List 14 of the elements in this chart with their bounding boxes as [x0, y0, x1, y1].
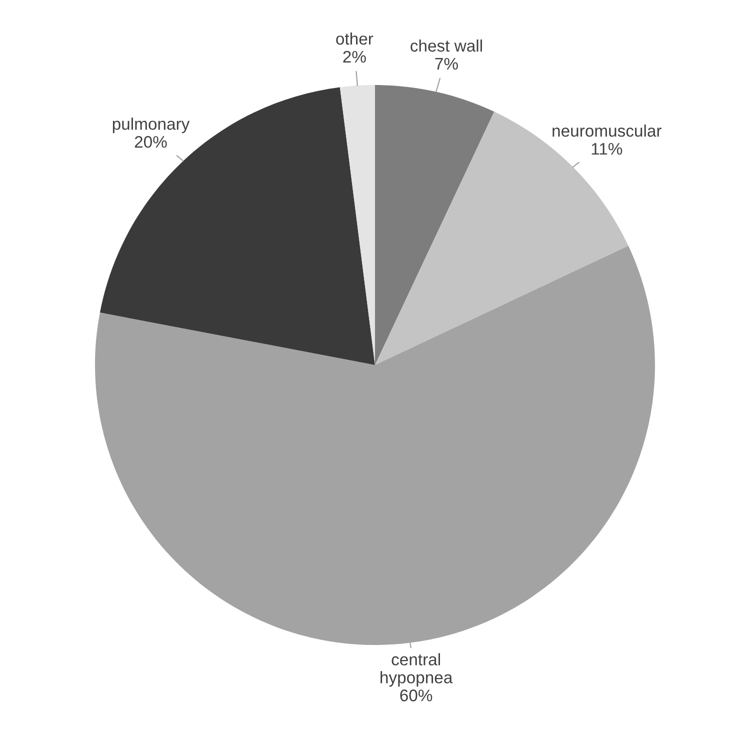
slice-label: other [336, 32, 374, 45]
data-label: 7% [435, 58, 458, 70]
slice-label: chest wall [410, 39, 482, 52]
data-label: 2% [343, 50, 366, 63]
data-label: 20% [134, 136, 167, 148]
slice-label: pulmonary [112, 118, 190, 134]
pie-slice [95, 246, 655, 645]
data-label: 60% [400, 690, 432, 702]
pie-slice [100, 87, 375, 365]
slice-label: central hypopnea [380, 653, 453, 687]
data-label: 11% [592, 142, 622, 155]
slice-label: neuromuscular [552, 124, 662, 137]
pie-slice [340, 85, 375, 365]
pie-slice [375, 85, 494, 365]
